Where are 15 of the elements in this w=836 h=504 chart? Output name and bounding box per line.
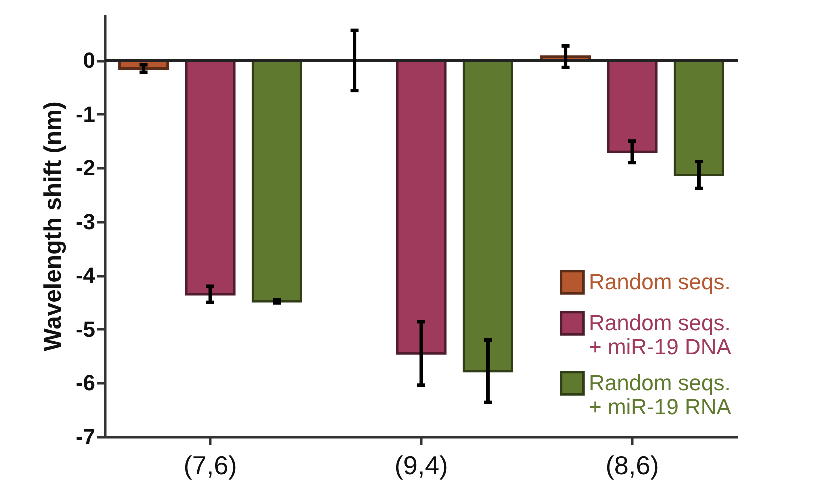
x-tick-label: (8,6) [606,450,660,480]
y-tick-label: -5 [76,316,96,342]
x-tick-label: (9,4) [394,450,448,480]
y-tick-label: -4 [76,263,96,288]
y-tick-label: -2 [76,156,96,181]
y-tick-label: -7 [76,424,96,450]
legend-label: Random seqs. + miR-19 RNA [589,370,732,420]
y-axis-title: Wavelength shift (nm) [40,102,67,352]
y-tick-label: -6 [76,370,96,396]
y-tick-label: 0 [83,48,96,74]
y-tick-label: -1 [76,102,96,127]
legend-label: Random seqs. + miR-19 DNA [589,310,732,360]
legend-label: Random seqs. [589,270,731,294]
x-tick-label: (7,6) [184,450,238,480]
y-tick-label: -3 [76,209,96,234]
